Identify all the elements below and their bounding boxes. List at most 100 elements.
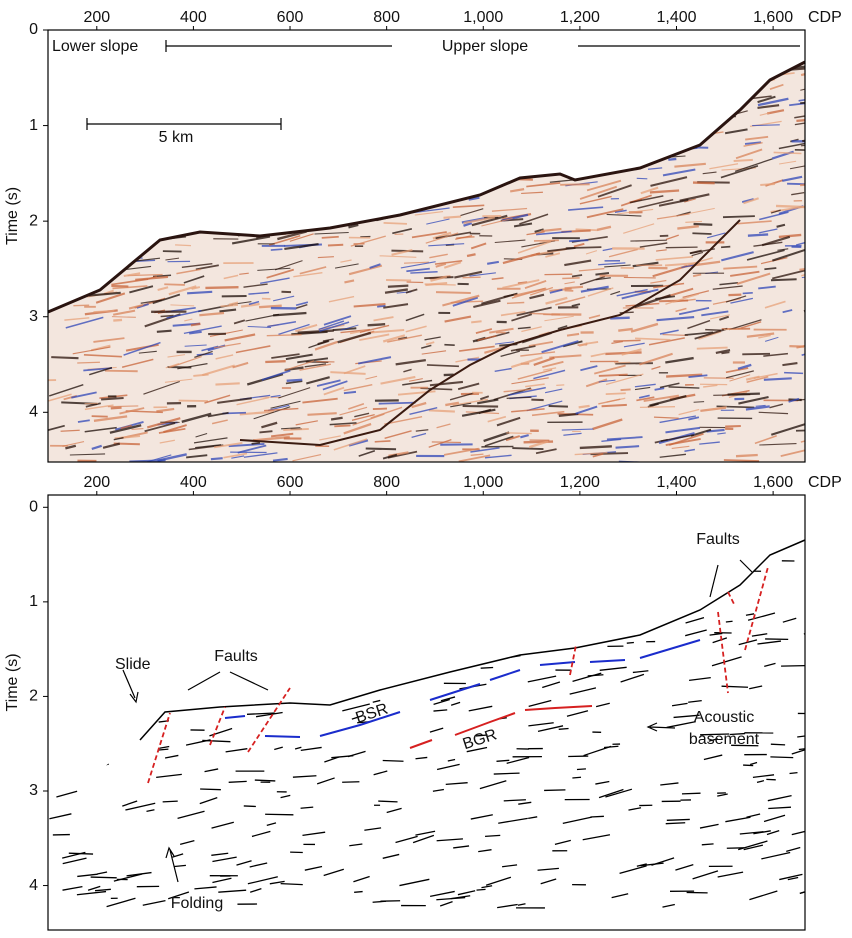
seismic-reflection	[128, 304, 144, 310]
seismic-reflection	[802, 138, 805, 143]
seismic-reflection	[709, 314, 730, 320]
seismic-reflection	[737, 220, 772, 225]
seismic-reflection	[77, 361, 100, 364]
seismic-reflection	[350, 235, 386, 247]
interpreted-reflector	[751, 633, 768, 637]
seismic-reflection	[186, 454, 208, 459]
seismic-reflection	[418, 71, 440, 75]
seismic-reflection	[111, 97, 133, 101]
seismic-reflection	[248, 300, 260, 306]
seismic-reflection	[321, 235, 339, 239]
seismic-reflection	[74, 222, 92, 229]
seismic-reflection	[544, 62, 559, 64]
seismic-reflection	[571, 97, 595, 105]
seismic-reflection	[113, 318, 123, 322]
seismic-reflection	[370, 406, 403, 419]
seismic-reflection	[616, 208, 654, 215]
seismic-reflection	[289, 233, 314, 242]
seismic-reflection	[153, 111, 180, 118]
interpreted-reflector	[721, 685, 749, 688]
seismic-reflection	[230, 141, 242, 146]
interpreted-reflector	[636, 863, 647, 867]
seismic-reflection	[193, 200, 212, 207]
seismic-reflection	[373, 316, 394, 322]
interpreted-reflector	[56, 790, 78, 798]
interpreted-reflector	[433, 698, 450, 705]
interpreted-reflector	[266, 822, 277, 826]
seismic-reflection	[320, 195, 359, 199]
seismic-reflection	[290, 126, 320, 135]
seismic-reflection	[764, 336, 779, 342]
seismic-reflection	[236, 138, 256, 143]
seismic-reflection	[394, 164, 404, 168]
seismic-reflection	[636, 48, 673, 60]
seismic-reflection	[180, 102, 212, 106]
seismic-reflection	[93, 415, 128, 422]
seismic-reflection	[247, 202, 266, 206]
seismic-reflection	[761, 235, 791, 247]
interpreted-reflector	[329, 597, 345, 603]
seismic-reflection	[163, 102, 180, 109]
seismic-reflection	[411, 401, 427, 409]
y-tick-label: 0	[29, 21, 38, 38]
seismic-reflection	[558, 141, 595, 146]
seismic-reflection	[716, 67, 748, 72]
seismic-reflection	[241, 97, 259, 101]
seismic-reflection	[571, 303, 581, 307]
interpreted-reflector	[782, 617, 797, 623]
interpreted-reflector	[572, 612, 597, 621]
seismic-reflection	[253, 191, 267, 197]
interpreted-reflector	[527, 675, 557, 683]
interpreted-reflector	[752, 774, 775, 779]
seismic-reflection	[266, 192, 284, 197]
seismic-reflection	[359, 324, 390, 334]
seismic-reflection	[520, 351, 556, 357]
seismic-reflection	[484, 346, 506, 354]
seismic-reflection	[260, 277, 290, 284]
seismic-reflection	[348, 264, 383, 276]
seismic-reflection	[578, 404, 590, 409]
seismic-reflection	[61, 142, 89, 145]
seismic-reflection	[111, 316, 136, 318]
interpreted-reflector	[518, 549, 528, 554]
seismic-reflection	[729, 51, 763, 61]
seismic-reflection	[533, 369, 566, 380]
seismic-reflection	[404, 261, 429, 264]
seismic-reflection	[664, 95, 675, 100]
seismic-reflection	[798, 97, 805, 102]
interpreted-reflector	[611, 893, 629, 899]
seismic-reflection	[273, 311, 307, 317]
seismic-reflection	[754, 435, 777, 445]
seismic-reflection	[575, 405, 598, 415]
interpreted-reflector	[717, 793, 728, 797]
interpreted-reflector	[234, 600, 248, 607]
seismic-reflection	[212, 202, 247, 207]
seismic-reflection	[564, 285, 584, 290]
seismic-reflection	[800, 85, 805, 91]
seismic-reflection	[299, 266, 327, 275]
seismic-reflection	[703, 384, 718, 388]
seismic-reflection	[386, 130, 414, 139]
seismic-reflection	[693, 401, 705, 403]
seismic-reflection	[316, 196, 331, 200]
seismic-reflection	[340, 328, 371, 334]
seismic-reflection	[327, 98, 359, 106]
seismic-reflection	[450, 402, 472, 408]
interpreted-reflector	[478, 849, 492, 853]
seismic-reflection	[243, 452, 278, 458]
seismic-reflection	[602, 248, 613, 252]
seismic-reflection	[142, 189, 152, 193]
seismic-reflection	[558, 412, 579, 418]
seismic-reflection	[494, 367, 512, 372]
seismic-reflection	[685, 220, 703, 224]
interpreted-reflector	[598, 788, 624, 799]
seismic-reflection	[333, 52, 360, 61]
seafloor-line	[139, 539, 806, 741]
seismic-reflection	[628, 99, 659, 112]
interpreted-reflector	[666, 720, 696, 729]
y-tick-label: 1	[29, 593, 38, 610]
seismic-reflection	[156, 329, 172, 333]
interpreted-reflector	[436, 763, 460, 771]
interpreted-reflector	[539, 626, 549, 630]
seismic-reflection	[159, 191, 182, 201]
